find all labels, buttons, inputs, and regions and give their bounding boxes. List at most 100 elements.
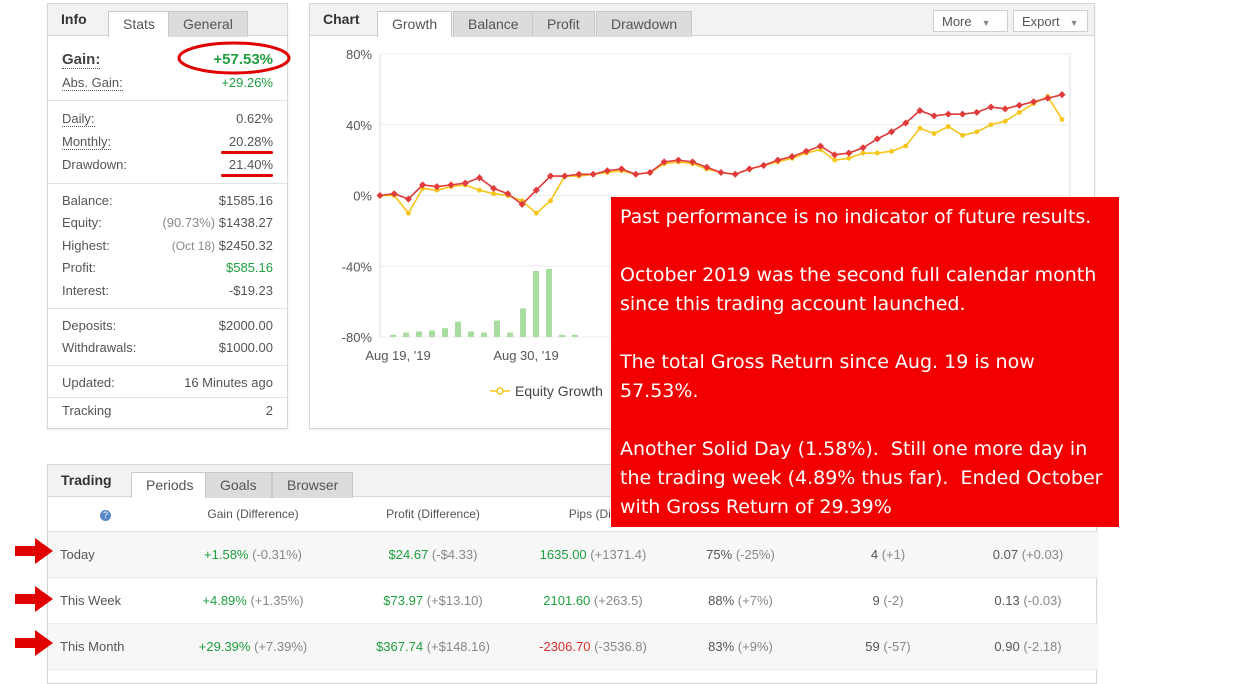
series-point [419, 181, 427, 189]
series-point [802, 147, 810, 155]
series-point [1001, 105, 1009, 113]
period-label[interactable]: Today [48, 531, 163, 578]
cell-diff: (+1371.4) [590, 546, 647, 562]
series-point [931, 131, 937, 136]
series-point [874, 150, 880, 156]
cell-diff: (+$13.10) [426, 592, 483, 608]
table-cell: +1.58% (-0.31%) [163, 531, 343, 578]
drawdown-underline [221, 174, 273, 177]
y-tick-label: -40% [342, 259, 373, 274]
cell-diff: (-3536.8) [594, 638, 647, 654]
period-label[interactable]: This Month [48, 623, 163, 670]
more-label: More [942, 14, 972, 29]
volume-bar [520, 308, 526, 337]
info-tabs: Info Stats General [48, 4, 287, 37]
volume-bar [442, 328, 448, 337]
series-point [873, 135, 881, 143]
chevron-down-icon: ▼ [1069, 18, 1079, 28]
tracking-label: Tracking [62, 403, 112, 418]
series-point [987, 103, 995, 111]
volume-bar [533, 271, 539, 337]
periods-table: ? Gain (Difference) Profit (Difference) … [48, 497, 1098, 670]
series-point [548, 198, 553, 204]
abs-gain-label: Abs. Gain: [62, 75, 123, 91]
volume-bar [494, 320, 500, 337]
cell-diff: (+$148.16) [426, 638, 490, 654]
cell-diff: (-$4.33) [431, 546, 478, 562]
tab-browser[interactable]: Browser [272, 472, 354, 498]
series-point [818, 147, 823, 152]
tab-trading[interactable]: Trading [61, 472, 112, 488]
table-cell: $73.97 (+$13.10) [343, 577, 523, 624]
tracking-value[interactable]: 2 [265, 403, 273, 418]
tab-general[interactable]: General [168, 11, 248, 37]
series-point [889, 148, 894, 154]
series-point [903, 143, 909, 149]
cell-value: $24.67 [388, 546, 429, 562]
volume-bar [403, 332, 409, 337]
y-tick-label: 0% [353, 189, 372, 204]
cell-value: 0.13 [994, 592, 1020, 608]
series-point [930, 112, 938, 120]
equity-value: $1438.27 [218, 215, 273, 230]
tab-stats[interactable]: Stats [108, 11, 170, 37]
table-cell: 75% (-25%) [663, 531, 818, 578]
balance-value: $1585.16 [218, 193, 273, 208]
cell-value: 9 [872, 592, 880, 608]
series-point [1002, 118, 1008, 124]
cell-value: +4.89% [202, 592, 247, 608]
daily-value: 0.62% [236, 111, 273, 126]
daily-label: Daily: [62, 111, 95, 127]
annotation-box: Past performance is no indicator of futu… [611, 197, 1119, 527]
tab-goals[interactable]: Goals [205, 472, 272, 498]
series-point [1044, 94, 1052, 102]
arrow-icon [15, 586, 53, 612]
period-label[interactable]: This Week [48, 577, 163, 624]
drawdown-value: 21.40% [228, 157, 273, 172]
tab-periods[interactable]: Periods [131, 472, 209, 498]
y-tick-label: -80% [342, 330, 373, 345]
annotation-line: Another Solid Day (1.58%). Still one mor… [620, 438, 1109, 518]
series-point [420, 186, 426, 191]
column-header[interactable]: Gain (Difference) [163, 497, 343, 532]
volume-bar [416, 331, 422, 337]
profit-value: $585.16 [226, 260, 273, 275]
column-header[interactable]: Profit (Difference) [343, 497, 523, 532]
series-point [447, 181, 455, 189]
monthly-row: Monthly: 20.28% [62, 134, 273, 154]
table-row: This Week +4.89% (+1.35%) $73.97 (+$13.10)… [48, 577, 1098, 624]
profit-label: Profit: [62, 260, 96, 275]
equity-label: Equity: [62, 215, 102, 230]
cell-value: $73.97 [383, 592, 424, 608]
series-point [944, 110, 952, 118]
tab-drawdown[interactable]: Drawdown [596, 11, 693, 37]
table-row: Today +1.58% (-0.31%) $24.67 (-$4.33) 1635.… [48, 531, 1098, 578]
series-point [831, 151, 839, 159]
tab-chart[interactable]: Chart [323, 11, 360, 27]
cell-diff: (+263.5) [593, 592, 643, 608]
info-panel: Info Stats General Gain: +57.53% Abs. Ga… [47, 3, 291, 429]
deposits-label: Deposits: [62, 318, 117, 333]
tab-profit[interactable]: Profit [532, 11, 595, 37]
series-point [945, 124, 951, 129]
more-dropdown[interactable]: More ▼ [933, 10, 1008, 32]
table-cell: $24.67 (-$4.33) [343, 531, 523, 578]
cell-diff: (+7.39%) [254, 638, 308, 654]
table-cell: 0.90 (-2.18) [958, 623, 1098, 670]
table-cell: 0.07 (+0.03) [958, 531, 1098, 578]
series-point [974, 129, 980, 135]
tab-growth[interactable]: Growth [377, 11, 453, 37]
updated-label: Updated: [62, 375, 115, 390]
cell-diff: (-0.03) [1023, 592, 1062, 608]
profit-row: Profit: $585.16 [62, 260, 273, 280]
series-point [406, 210, 411, 216]
help-icon[interactable]: ? [100, 509, 111, 521]
deposits-row: Deposits: $2000.00 [62, 318, 273, 338]
chevron-down-icon: ▼ [981, 18, 991, 28]
export-dropdown[interactable]: Export ▼ [1013, 10, 1088, 32]
tab-balance[interactable]: Balance [453, 11, 534, 37]
divider [48, 365, 287, 366]
table-cell: $367.74 (+$148.16) [343, 623, 523, 670]
withdrawals-label: Withdrawals: [62, 340, 137, 355]
tab-info[interactable]: Info [61, 11, 87, 27]
